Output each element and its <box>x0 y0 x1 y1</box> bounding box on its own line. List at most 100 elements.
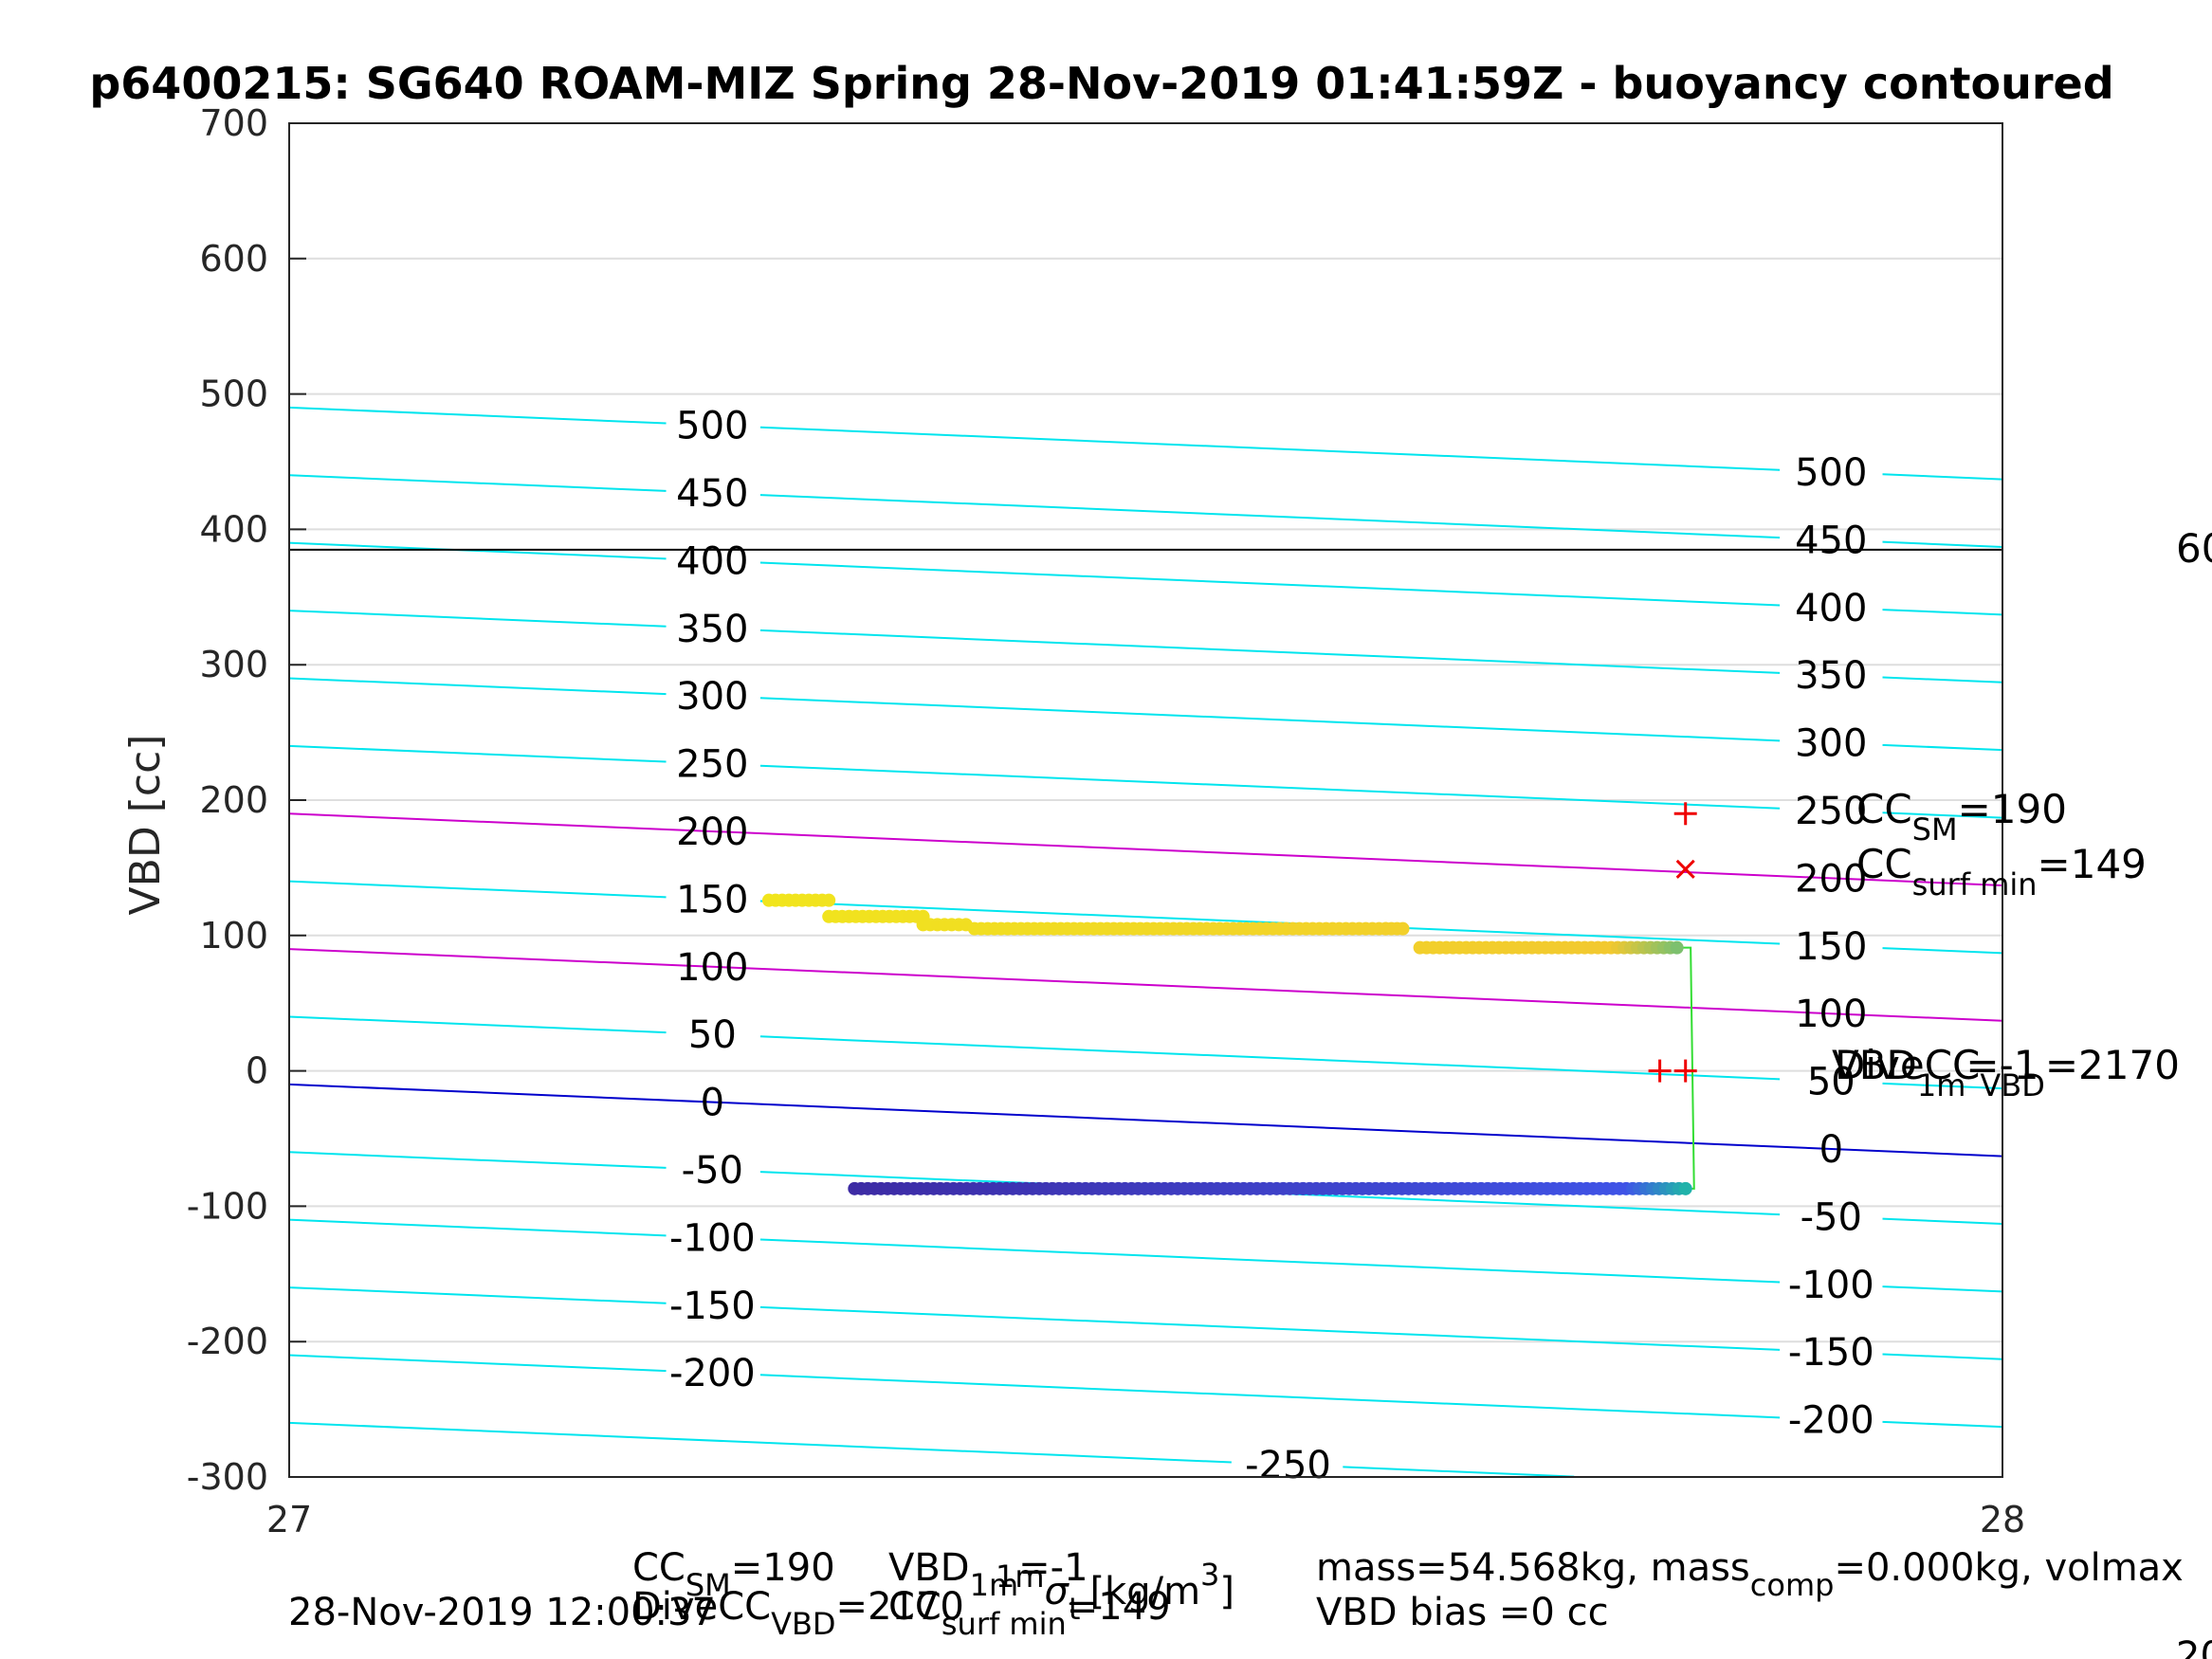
y-tick-label: 500 <box>199 374 268 415</box>
contour-line <box>1882 947 2003 955</box>
contour-line <box>759 494 1781 539</box>
data-point <box>822 893 836 907</box>
vbd-1m-annotation-main: VBD <box>1832 1042 1917 1088</box>
footer-vbd-sub: 1m <box>970 1567 1019 1603</box>
contour-line <box>759 1238 1781 1284</box>
contour-line <box>288 1015 667 1034</box>
x-axis-label: 1mσt [kg/m3] <box>996 1557 1234 1627</box>
contour-line <box>1882 676 2003 684</box>
cc-sm-annotation-sub: SM <box>1912 811 1958 848</box>
contour-label: 350 <box>676 608 748 651</box>
y-tick-label: 400 <box>199 508 268 550</box>
contour-line <box>759 697 1781 742</box>
contour-label: 200 <box>1795 857 1867 901</box>
contour-line <box>288 1421 1232 1464</box>
contour-line <box>1882 1353 2003 1360</box>
footer-mass-comp-value: =0.000kg, volmax <box>1834 1546 2183 1590</box>
contour-line <box>1343 1466 1575 1478</box>
footer-divecc-sub: VBD <box>771 1606 835 1642</box>
contour-label: 150 <box>1795 925 1867 969</box>
vbd-1m-annotation-sub: 1m <box>1917 1067 1966 1103</box>
data-point <box>1678 1181 1692 1195</box>
contour-line <box>759 1035 1781 1081</box>
contour-line <box>1882 811 2003 819</box>
contour-label: 450 <box>676 472 748 516</box>
y-axis-label: VBD [cc] <box>121 735 170 916</box>
contour-label: 200 <box>676 811 748 854</box>
y-tick-label: 300 <box>199 644 268 685</box>
contour-label: -150 <box>669 1285 756 1328</box>
contour-line <box>1882 1082 2003 1090</box>
y-tick-label: 0 <box>246 1050 268 1092</box>
contour-line <box>1882 1285 2003 1293</box>
contour-label: 400 <box>1795 587 1867 630</box>
contour-label: -50 <box>682 1149 743 1193</box>
contour-label: 450 <box>1795 519 1867 562</box>
contour-line <box>288 1286 667 1304</box>
footer-divecc-main: DiveCC <box>632 1585 771 1629</box>
footer-mass: mass=54.568kg, masscomp=0.000kg, volmax <box>1316 1546 2184 1603</box>
contour-label: 50 <box>1807 1061 1856 1104</box>
footer-cc-sm: CCSM=190 <box>632 1546 835 1603</box>
contour-line <box>759 561 1781 607</box>
contour-line <box>288 474 667 492</box>
footer-cc-surf-sub: surf min <box>941 1606 1067 1642</box>
footer-divecc-value: =2170 <box>836 1585 964 1629</box>
plot-area: 5005004504504004003503503003002502502002… <box>288 122 2003 1487</box>
footer-mass-comp-sub: comp <box>1750 1567 1835 1603</box>
contour-label: -100 <box>1788 1264 1874 1307</box>
footer-cc-surf-main: CC <box>888 1585 941 1629</box>
contour-line <box>759 426 1781 471</box>
contour-label: 0 <box>1819 1128 1843 1172</box>
contour-label: -200 <box>669 1352 756 1395</box>
contour-line <box>288 812 2003 886</box>
contour-line <box>759 764 1781 810</box>
y-tick-label: -100 <box>187 1185 268 1227</box>
y-tick-label: 600 <box>199 238 268 280</box>
divecc-annotation-main: DiveCC <box>1835 1042 1980 1088</box>
contour-label: 500 <box>1795 451 1867 495</box>
footer-cc-sm-sub: SM <box>686 1567 731 1603</box>
x-axis-label-units-sup: 3 <box>1200 1557 1219 1593</box>
y-tick-label: 200 <box>199 779 268 821</box>
contour-label: 300 <box>676 675 748 719</box>
annotations: CCSM=190 CCsurf min=149 VBD1m=-1 DiveCCV… <box>1832 525 2212 1103</box>
contour-label: 350 <box>1795 654 1867 698</box>
footer-cc-surf: CCsurf min=149 <box>888 1585 1171 1642</box>
contour-label: 300 <box>1795 722 1867 766</box>
divecc-annotation-sub: VBD <box>1980 1067 2044 1103</box>
cc-sm-annotation-main: CC <box>1856 786 1912 832</box>
x-axis-label-units: [kg/m <box>1089 1570 1200 1613</box>
cross-marker <box>1675 859 1695 879</box>
contour-label: -100 <box>669 1216 756 1260</box>
contour-label: 150 <box>676 878 748 921</box>
contour-line <box>1882 1217 2003 1225</box>
data-point <box>1396 921 1410 936</box>
axes-box <box>288 122 2003 1478</box>
x-axis-label-sigma: σ <box>1045 1570 1070 1613</box>
cc-sm-annotation-value: =190 <box>1958 786 2067 832</box>
x-tick-label: 28 <box>1980 1499 2025 1540</box>
cc-surf-annotation-main: CC <box>1856 841 1912 887</box>
vbd-1m-annotation-value: =-1 <box>1965 1042 2038 1088</box>
x-axis-label-text: 1mσt [kg/m3] <box>996 1557 1234 1627</box>
contour-line <box>288 677 667 696</box>
contour-label: 0 <box>701 1082 724 1125</box>
footer-info: CCSM=190 VBD1m=-1 DiveCCVBD=2170 CCsurf … <box>288 1546 2212 1659</box>
contour-label: -150 <box>1788 1331 1874 1375</box>
chart-title: p6400215: SG640 ROAM-MIZ Spring 28-Nov-2… <box>89 58 2113 109</box>
footer-cc-surf-value: =149 <box>1067 1585 1171 1629</box>
cc-surf-annotation: CCsurf min=149 <box>1856 841 2147 902</box>
data-point <box>1670 940 1684 955</box>
contour-line <box>759 1305 1781 1351</box>
contour-label: -200 <box>1788 1399 1874 1443</box>
footer-vbd: VBD1m=-1 <box>888 1546 1088 1603</box>
contour-line <box>1882 609 2003 616</box>
contour-line <box>288 406 667 425</box>
vbd-1m-annotation: VBD1m=-1 <box>1832 1042 2039 1103</box>
contour-label: 250 <box>676 743 748 787</box>
contour-label: 250 <box>1795 790 1867 833</box>
footer-vbd-bias: VBD bias =0 cc <box>1316 1591 1609 1634</box>
contour-line <box>759 629 1781 674</box>
contour-line <box>288 744 667 763</box>
